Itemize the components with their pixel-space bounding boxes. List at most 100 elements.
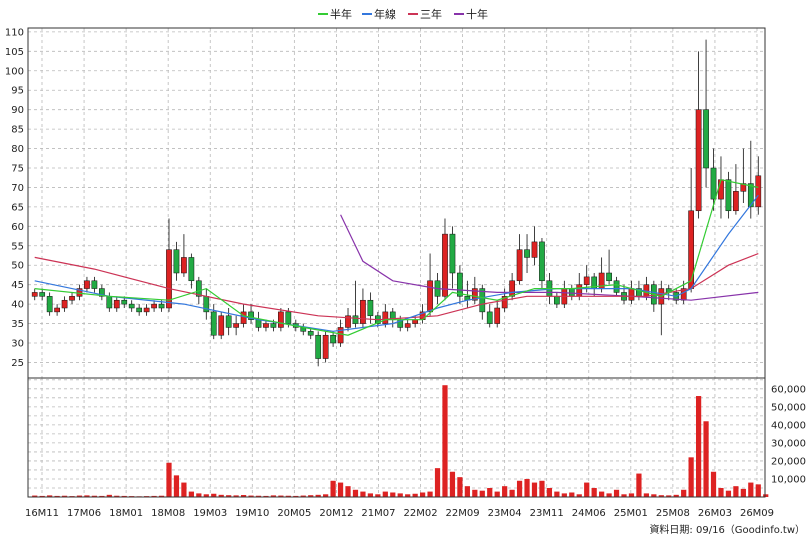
price-tick-label: 105 — [5, 47, 24, 58]
volume-bar — [554, 491, 560, 497]
volume-bar — [449, 471, 456, 497]
candle-body — [442, 233, 448, 297]
volume-bar — [233, 495, 239, 497]
candle-body — [307, 331, 314, 336]
candle-body — [322, 334, 329, 359]
x-tick-label: 20M05 — [277, 508, 311, 519]
candle-body — [404, 323, 411, 328]
volume-bar — [628, 493, 635, 497]
candle-body — [330, 334, 336, 344]
candle-body — [524, 249, 530, 258]
candle-body — [583, 276, 590, 285]
volume-bar — [434, 468, 441, 497]
candle-body — [360, 299, 366, 324]
volume-tick-label: 60,000 — [771, 384, 806, 395]
volume-tick-label: 20,000 — [771, 456, 806, 467]
candle-body — [166, 249, 172, 309]
volume-bar — [367, 493, 374, 497]
x-tick-label: 23M04 — [488, 508, 522, 519]
volume-bar — [390, 492, 396, 497]
volume-bar — [494, 491, 500, 497]
volume-bar — [32, 495, 38, 497]
volume-bar — [599, 491, 605, 497]
candle-body — [501, 296, 508, 309]
candle-body — [539, 241, 545, 282]
candle-body — [688, 210, 694, 289]
x-tick-label: 26M09 — [740, 508, 774, 519]
candle-body — [248, 311, 254, 320]
volume-bar — [181, 482, 187, 497]
volume-bar — [643, 493, 649, 497]
volume-bar — [710, 471, 717, 497]
volume-bar — [240, 495, 247, 497]
volume-bar — [218, 494, 224, 497]
price-tick-label: 45 — [11, 280, 24, 291]
price-tick-label: 70 — [11, 183, 24, 194]
volume-bar — [173, 475, 180, 497]
source-label: 資料日期: 09/16（Goodinfo.tw） — [649, 523, 805, 536]
candle-body — [113, 299, 120, 309]
volume-bar — [158, 495, 165, 497]
volume-bar — [621, 494, 627, 497]
candle-body — [91, 280, 98, 289]
volume-bar — [479, 490, 485, 497]
candle-body — [740, 183, 747, 192]
volume-bar — [54, 495, 60, 497]
x-tick-label: 17M06 — [67, 508, 101, 519]
legend-entry-three-year: 三年 — [408, 7, 442, 21]
volume-bar — [531, 482, 538, 497]
x-tick-label: 19M10 — [235, 508, 269, 519]
x-tick-label: 20M12 — [319, 508, 353, 519]
candle-body — [703, 109, 709, 169]
legend-entry-year: 年線 — [362, 7, 396, 21]
volume-bar — [569, 492, 575, 497]
candle-body — [427, 280, 433, 313]
candle-body — [516, 249, 523, 282]
volume-bar — [695, 396, 702, 497]
x-tick-label: 21M07 — [361, 508, 395, 519]
candle-body — [479, 288, 486, 313]
volume-bar — [39, 495, 45, 497]
candle-body — [195, 280, 202, 297]
x-tick-label: 18M01 — [109, 508, 143, 519]
ma-half-year-line — [34, 179, 759, 336]
volume-bar — [263, 495, 269, 497]
price-tick-label: 100 — [5, 66, 24, 77]
price-grid — [28, 28, 765, 497]
volume-bar — [360, 491, 366, 497]
candle-body — [606, 272, 612, 282]
volume-tick-label: 50,000 — [771, 402, 806, 413]
price-tick-label: 90 — [11, 105, 24, 116]
candle-body — [352, 315, 359, 324]
volume-bar — [255, 495, 262, 497]
candle-body — [233, 323, 239, 328]
volume-bar — [457, 477, 463, 497]
price-tick-label: 110 — [5, 27, 24, 38]
candle-body — [285, 311, 292, 324]
volume-bar — [748, 482, 754, 497]
candle-body — [449, 233, 456, 274]
volume-bar — [718, 487, 724, 497]
volume-bar — [524, 478, 530, 497]
candle-body — [240, 311, 247, 324]
candle-body — [136, 307, 143, 313]
volume-bar — [516, 480, 523, 497]
volume-bar — [106, 494, 112, 497]
volume-bar — [419, 492, 426, 497]
volume-bar — [755, 484, 761, 497]
volume-bar — [584, 482, 590, 497]
candle-body — [218, 315, 225, 336]
volume-bar — [166, 462, 172, 497]
price-tick-label: 40 — [11, 300, 24, 311]
volume-bar — [151, 495, 157, 497]
candle-body — [121, 299, 128, 305]
candle-body — [84, 280, 90, 289]
volume-bar — [121, 495, 127, 497]
volume-bar — [47, 495, 53, 497]
volume-bar — [270, 495, 277, 497]
candle-body — [188, 257, 195, 282]
volume-tick-label: 30,000 — [771, 438, 806, 449]
volume-bar — [725, 490, 732, 497]
price-tick-label: 35 — [11, 319, 24, 330]
